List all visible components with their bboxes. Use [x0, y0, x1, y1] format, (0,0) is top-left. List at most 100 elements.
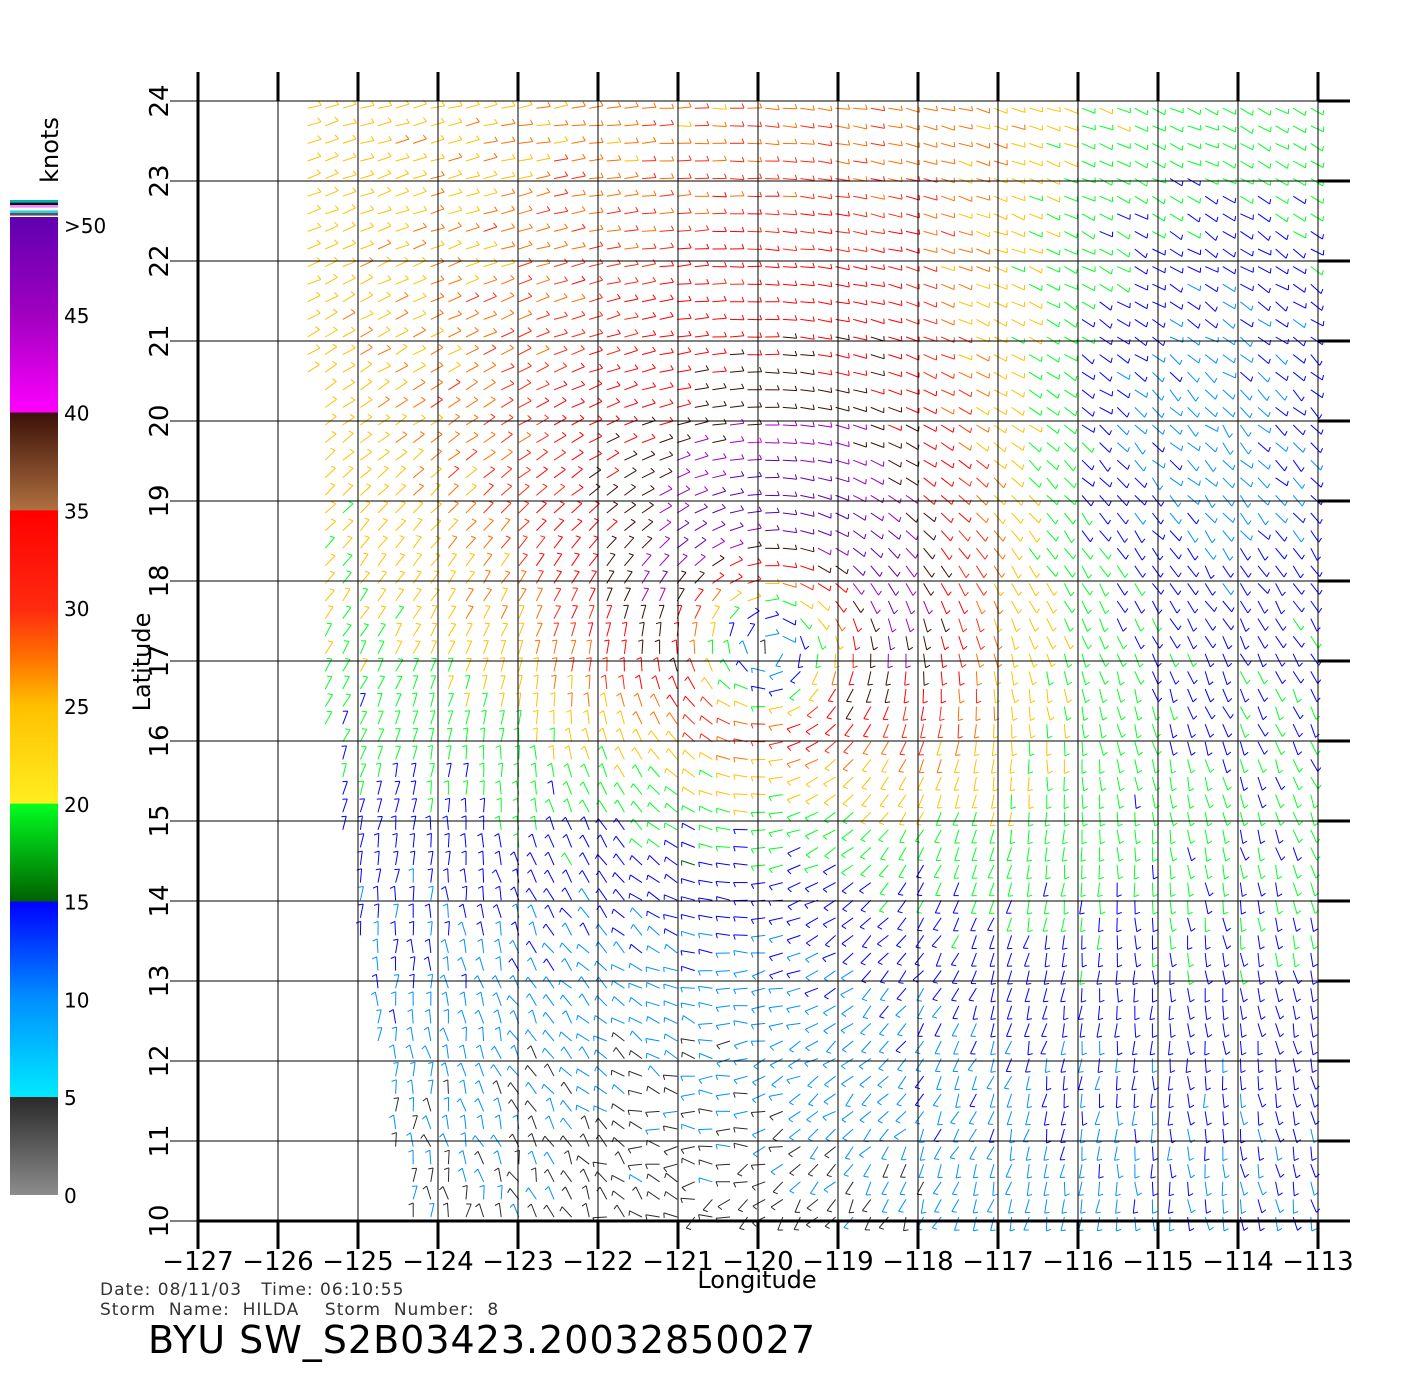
wind-barb [971, 829, 977, 844]
wind-barb [932, 1093, 942, 1106]
wind-barb-tick [347, 553, 353, 556]
wind-barb [993, 459, 1006, 470]
wind-barb-tick [1170, 876, 1176, 880]
wind-barb-tick [1177, 502, 1182, 507]
wind-barb [823, 864, 836, 873]
wind-barb-tick [934, 841, 940, 844]
wind-barb-tick [1171, 770, 1177, 774]
wind-barb [852, 477, 866, 485]
wind-barb-tick [992, 1193, 998, 1197]
wind-barb [377, 693, 383, 707]
wind-barb-tick [1009, 771, 1016, 774]
wind-barb-tick [663, 1125, 665, 1131]
wind-barb-tick [502, 622, 508, 625]
wind-barb [1046, 688, 1049, 703]
wind-barb [971, 794, 977, 809]
wind-barb [1134, 952, 1138, 967]
wind-barb [1028, 565, 1038, 578]
wind-barb-tick [841, 626, 846, 632]
wind-barb [1059, 1146, 1065, 1161]
wind-barb [447, 763, 452, 778]
wind-barb [734, 683, 748, 690]
wind-barb [842, 759, 854, 770]
wind-barb-tick [1207, 787, 1213, 792]
wind-barb [824, 1075, 836, 1086]
wind-barb [734, 700, 748, 708]
wind-barb-tick [812, 511, 815, 517]
wind-barb-tick [1026, 1159, 1032, 1161]
wind-barb-tick [681, 1052, 683, 1058]
wind-barb-tick [1173, 699, 1178, 704]
wind-barb-tick [768, 900, 772, 906]
wind-barb-tick [1098, 1017, 1104, 1021]
wind-barb [1204, 565, 1212, 579]
wind-barb-tick [1263, 750, 1268, 755]
wind-barb [895, 1005, 907, 1016]
wind-barb-tick [841, 1119, 847, 1123]
wind-barb [841, 864, 854, 874]
wind-barb [500, 640, 507, 654]
wind-barb-tick [542, 976, 547, 981]
wind-barb-tick [1109, 447, 1113, 453]
wind-barb-tick [1060, 1071, 1066, 1073]
wind-barb-tick [576, 961, 579, 968]
wind-barb [729, 607, 740, 619]
wind-barb [993, 600, 1000, 615]
wind-barb [568, 727, 573, 742]
wind-barb-tick [824, 1225, 830, 1229]
wind-barb-tick [1137, 769, 1143, 774]
wind-barb-tick [1282, 679, 1286, 684]
wind-barb-tick [1229, 450, 1234, 455]
wind-barb [993, 671, 998, 686]
wind-barb-tick [551, 657, 558, 659]
wind-barb-tick [681, 786, 684, 792]
wind-barb-tick [891, 628, 897, 633]
wind-barb [932, 970, 942, 983]
wind-barb-tick [733, 950, 736, 956]
wind-barb-tick [877, 961, 883, 966]
wind-barb [975, 671, 978, 686]
wind-barb [409, 1044, 414, 1059]
wind-barb-tick [532, 692, 539, 695]
wind-barb-tick [479, 762, 485, 766]
wind-barb-tick [420, 1134, 425, 1139]
wind-barb [1063, 1181, 1066, 1196]
wind-barb-tick [769, 956, 773, 962]
wind-barb [817, 477, 832, 482]
wind-barb [934, 1199, 942, 1212]
wind-barb [1292, 671, 1302, 684]
wind-barb [1064, 495, 1076, 506]
wind-barb-tick [1008, 1211, 1014, 1214]
wind-barb [835, 512, 849, 520]
wind-barb [698, 790, 713, 796]
wind-barb-tick [560, 483, 566, 487]
wind-barb-tick [1028, 806, 1034, 810]
wind-barb [920, 1199, 925, 1214]
wind-barb [800, 565, 814, 571]
wind-barb [611, 1017, 625, 1024]
wind-barb-tick [759, 639, 765, 643]
wind-barb [1043, 1181, 1048, 1196]
wind-barb-tick [933, 535, 937, 541]
wind-barb [480, 991, 485, 1006]
wind-barb [918, 741, 925, 756]
wind-barb [570, 710, 573, 725]
wind-barb [733, 774, 748, 778]
wind-barb-tick [1021, 482, 1025, 488]
wind-barb-tick [1261, 786, 1267, 791]
wind-barb-tick [1232, 482, 1236, 489]
wind-barb-tick [559, 907, 563, 913]
wind-barb [923, 565, 933, 578]
wind-barb-tick [959, 682, 965, 686]
wind-barb [561, 907, 572, 919]
wind-barb-tick [664, 874, 667, 880]
wind-barb-tick [347, 483, 354, 487]
wind-barb [553, 469, 566, 479]
wind-barb-tick [1190, 1174, 1196, 1179]
wind-barb-tick [1160, 519, 1164, 525]
wind-barb [805, 741, 819, 750]
wind-barb [1275, 600, 1282, 615]
wind-barb-tick [1132, 1123, 1138, 1126]
wind-barb [461, 921, 467, 936]
wind-barb [1239, 636, 1246, 650]
